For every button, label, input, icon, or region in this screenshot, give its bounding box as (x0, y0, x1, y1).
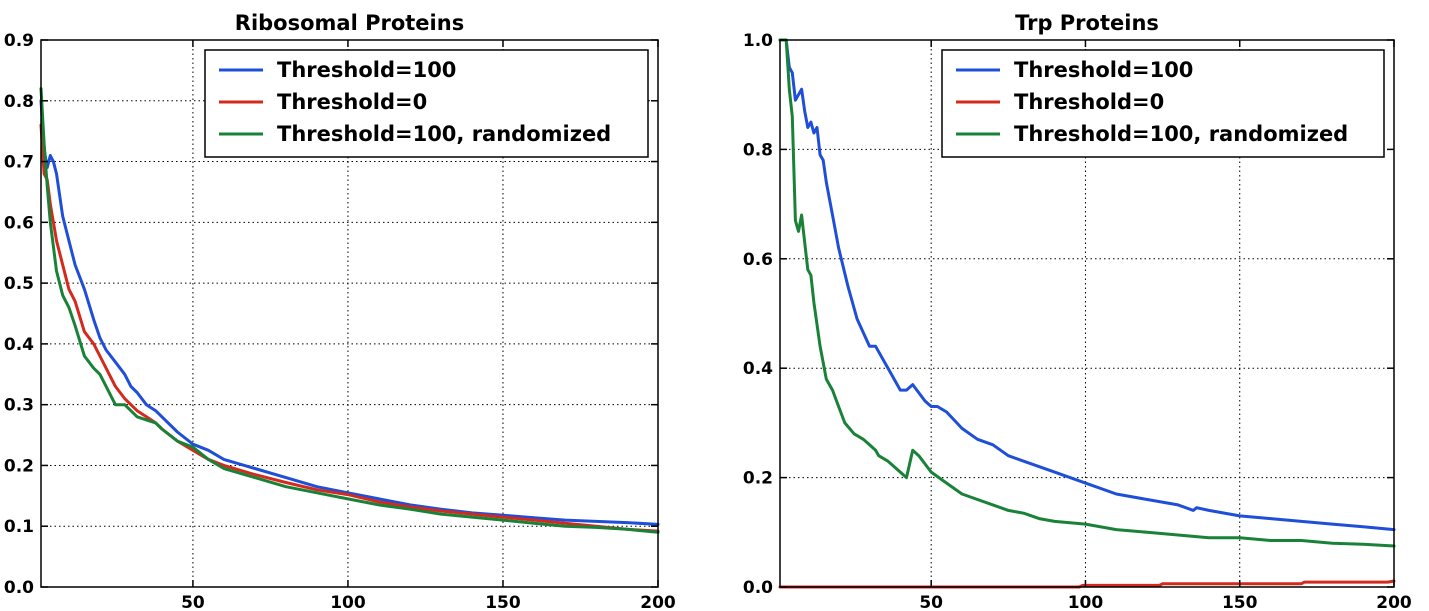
x-tick-label: 150 (485, 593, 521, 611)
series-line-2 (39, 123, 660, 533)
series-line-2 (778, 579, 1396, 589)
legend-label: Threshold=100 (277, 58, 456, 82)
x-tick-label: 100 (330, 593, 366, 611)
chart-panel-2: 50 100 150 200 0.0 0.2 0.4 0.6 0.8 1.0 Trp Protein… (743, 11, 1412, 611)
x-tick-label: 200 (1376, 593, 1412, 611)
y-tick-label: 0.9 (4, 31, 34, 51)
y-tick-label: 0.4 (743, 359, 773, 379)
legend: Threshold=100 Threshold=0 Threshold=100, r… (204, 49, 649, 158)
y-tick-label: 0.1 (4, 517, 34, 537)
plot-frame (779, 39, 1395, 588)
x-tick-label: 50 (919, 593, 943, 611)
y-tick-label: 0.2 (743, 469, 773, 489)
x-tick-label: 100 (1068, 593, 1104, 611)
y-tick-label: 1.0 (743, 31, 773, 51)
chart-title: Ribosomal Proteins (235, 11, 464, 35)
y-tick-label: 0.6 (4, 213, 34, 233)
series-line-1 (778, 38, 1396, 532)
legend-label: Threshold=100, randomized (1014, 122, 1348, 146)
chart-title: Trp Proteins (1015, 11, 1159, 35)
y-tick-label: 0.6 (743, 250, 773, 270)
legend-box (204, 49, 649, 158)
y-tick-label: 0.2 (4, 456, 34, 476)
legend-label: Threshold=0 (277, 90, 427, 114)
y-tick-label: 0.7 (4, 153, 34, 173)
y-tick-label: 0.5 (4, 274, 34, 294)
series-line-3 (39, 87, 660, 534)
legend-label: Threshold=100 (1014, 58, 1193, 82)
legend-label: Threshold=0 (1014, 90, 1164, 114)
series-line-3 (778, 38, 1396, 548)
x-tick-label: 50 (181, 593, 205, 611)
chart-panel-1: 50 100 150 200 0.0 0.1 0.2 0.3 0.4 0.5 0.6 0.7 0.8 0.… (4, 11, 676, 611)
legend-box (941, 49, 1385, 158)
legend-label: Threshold=100, randomized (277, 122, 611, 146)
y-tick-label: 0.8 (4, 92, 34, 112)
y-tick-label: 0.8 (743, 140, 773, 160)
y-tick-label: 0.0 (743, 578, 773, 598)
x-tick-label: 150 (1222, 593, 1258, 611)
series-line-1 (39, 99, 660, 526)
plot-frame (40, 39, 659, 588)
y-tick-label: 0.4 (4, 335, 34, 355)
x-tick-label: 200 (640, 593, 676, 611)
y-tick-label: 0.0 (4, 578, 34, 598)
y-tick-label: 0.3 (4, 396, 34, 416)
legend: Threshold=100 Threshold=0 Threshold=100, r… (941, 49, 1385, 158)
